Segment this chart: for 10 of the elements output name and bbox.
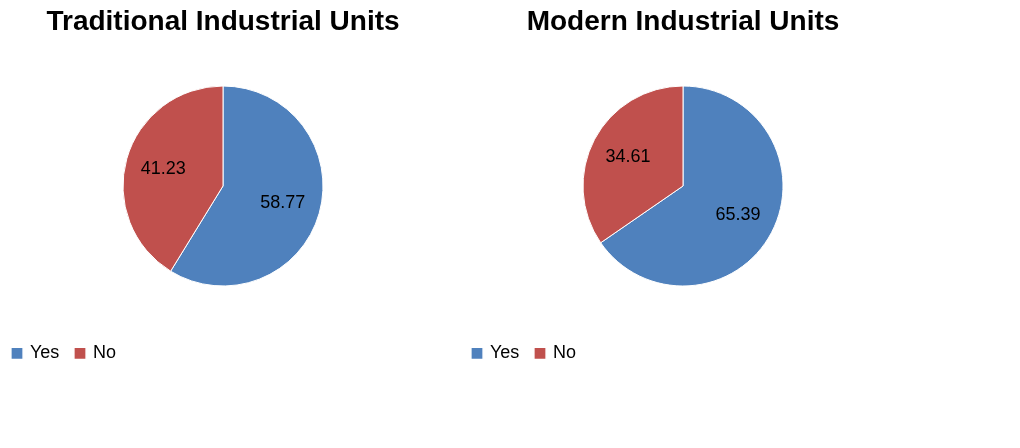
chart-title: Modern Industrial Units [526, 5, 840, 36]
data-label: 58.77 [260, 191, 306, 212]
data-label: 41.23 [140, 158, 186, 179]
legend-label: No [93, 342, 117, 363]
data-label: 65.39 [715, 203, 761, 224]
chart-title: Traditional Industrial Units [46, 5, 400, 36]
legend-label: Yes [490, 342, 520, 363]
data-label: 34.61 [605, 146, 651, 167]
legend-label: Yes [30, 342, 60, 363]
legend-label: No [553, 342, 577, 363]
